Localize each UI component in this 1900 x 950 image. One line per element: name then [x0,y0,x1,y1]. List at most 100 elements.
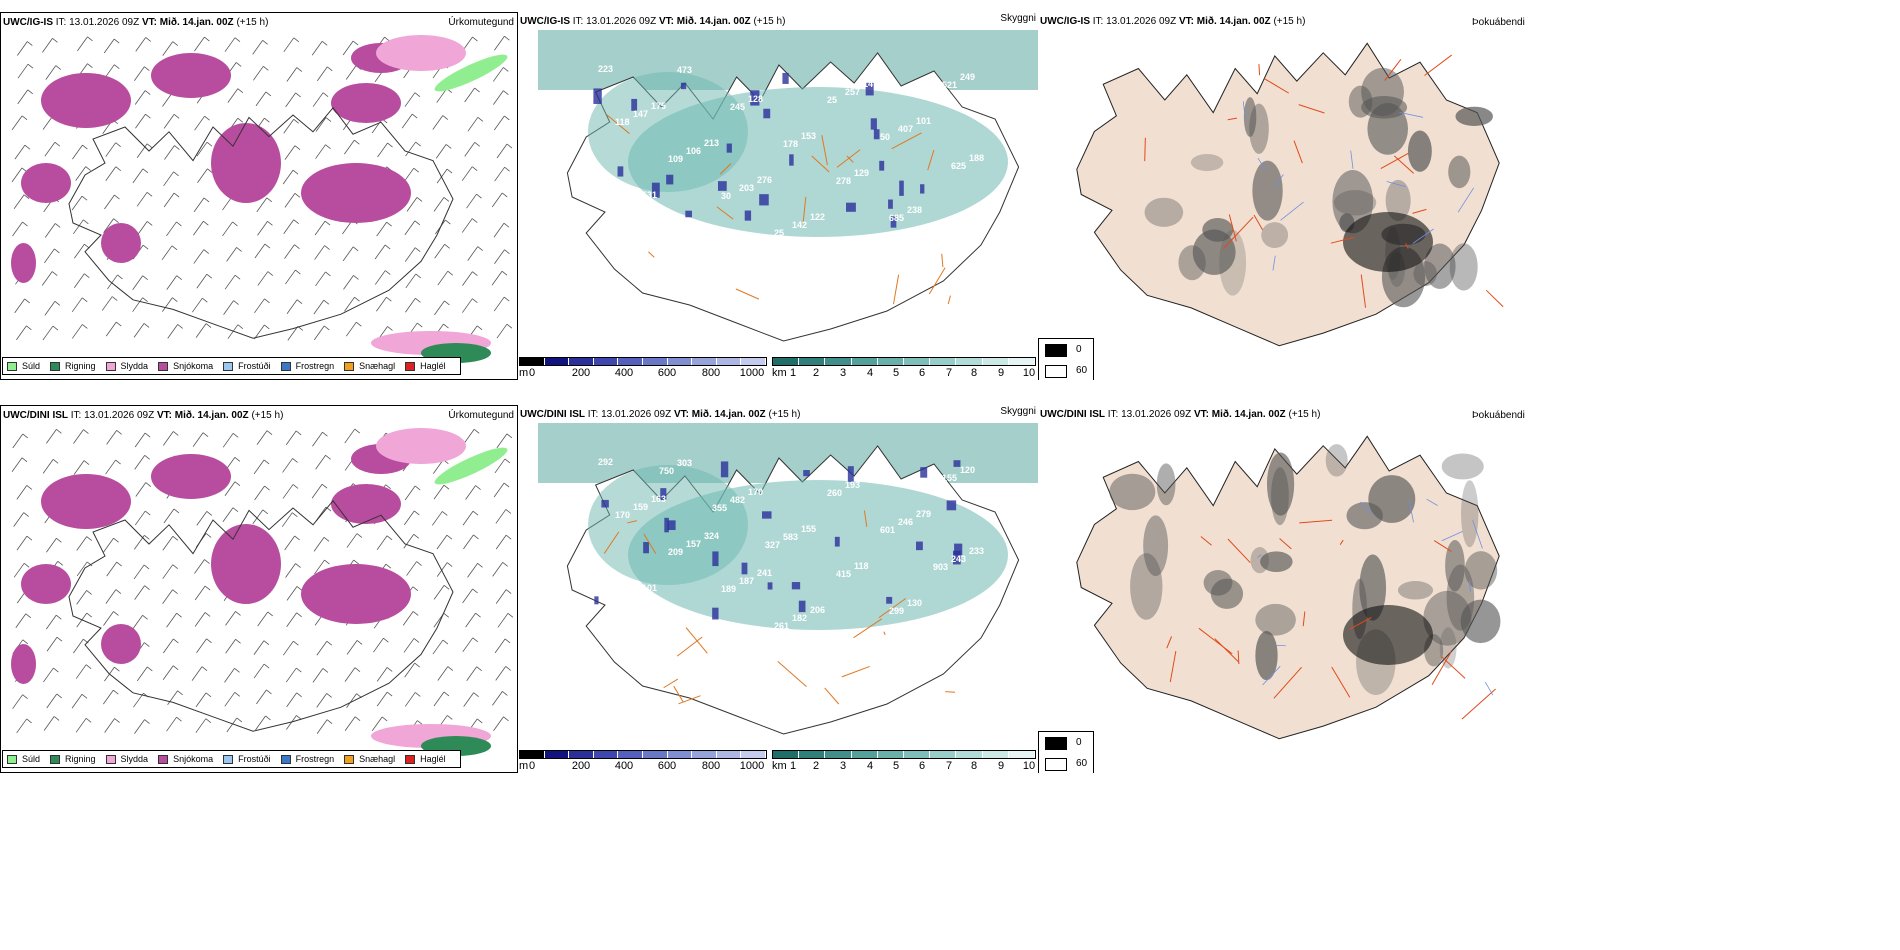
wind-barb [162,536,174,551]
snow-depth-cell [920,467,928,478]
road-line [1330,236,1355,244]
fog-patch [1325,444,1348,477]
wind-barb-flag [445,219,451,225]
wind-barb-flag [171,245,178,251]
wind-barb [11,167,23,183]
it-value: 13.01.2026 09Z [1121,409,1192,420]
wind-barb-flag [115,589,122,594]
wind-barb [105,166,117,181]
wind-barb [464,87,475,103]
road-line [1424,54,1452,76]
wind-barb-flag [292,458,298,463]
wind-barb-flag [354,716,361,722]
wind-barb-flag [415,297,421,303]
wind-barb [166,221,177,237]
road-line [1273,666,1303,699]
road-line [811,155,830,173]
wind-barb-flag [145,113,151,119]
wind-barb-flag [22,639,29,645]
snow-area [41,73,131,128]
wind-barb-flag [234,274,241,280]
legend-item: Snæhagl [344,754,395,764]
wind-barb [404,220,416,236]
colorbar-tick: 400 [614,760,634,772]
wind-barb-flag [113,218,119,223]
wind-barb [42,325,54,341]
wind-barb [401,113,413,129]
snow-depth-cell [888,199,893,209]
wind-barb [167,690,178,706]
wind-barb [13,563,25,578]
wind-barb-flag [322,92,329,97]
wind-barb-flag [386,221,392,227]
wind-barb-flag [144,455,150,460]
wind-barb-flag [414,220,421,226]
river-line [1408,499,1414,523]
wind-barb [252,40,263,55]
snow-depth-label: 147 [863,79,878,89]
legend-item: Frostúði [223,361,271,371]
wind-barb [12,694,23,709]
wind-barb-flag [356,640,363,645]
wind-barb-flag [444,243,450,249]
colorbar-tick: 3 [839,367,847,379]
fog-patch [1243,97,1257,137]
fog-patch [1449,243,1478,291]
wind-barb-flag [356,321,362,327]
wind-barb-flag [145,37,151,42]
wind-barb-flag [263,459,270,465]
snow-depth-label: 292 [598,457,613,467]
fog-patch [1343,212,1433,272]
visibility-map: 2231752132761221471011885315031281531292… [538,30,1038,342]
wind-barb [225,611,236,626]
wind-barb-flag [22,433,29,439]
wind-barb [312,92,324,107]
wind-barb [134,585,145,600]
wind-barb [462,510,474,526]
wind-barb [286,692,297,708]
wind-barb-flag [386,667,393,672]
legend-item: Súld [7,361,40,371]
river-line [1360,501,1373,515]
snow-depth-label: 355 [712,503,727,513]
lead-time: (+15 h) [768,409,801,420]
wind-barb [105,142,116,157]
panel-header: UWC/DINI ISL IT: 13.01.2026 09Z VT: Mið.… [520,409,800,420]
wind-barb [403,638,415,653]
snow-depth-cell [782,72,789,84]
wind-barb-flag [206,511,213,516]
snow-depth-label: 189 [721,584,736,594]
wind-barb-flag [204,612,211,617]
wind-barb-flag [146,221,153,226]
wind-barb-flag [477,116,484,122]
wind-barb [316,66,328,82]
wind-barb-flag [506,323,513,329]
fog-patch [1407,130,1432,172]
road-line [676,636,703,657]
wind-barb [315,117,327,132]
snow-depth-label: 109 [668,154,683,164]
snow-area [301,163,411,223]
wind-barb [467,246,479,261]
snow-depth-label: 521 [942,80,957,90]
wind-barb [43,716,55,731]
road-line [716,206,734,220]
fog-patch [1424,243,1456,289]
wind-barb-flag [444,300,450,306]
snow-area [301,564,411,624]
wind-barb-flag [263,65,269,71]
wind-barb [14,144,26,160]
wind-barb-flag [414,510,420,516]
wind-barb-flag [296,715,302,720]
wind-barb-flag [115,142,121,148]
wind-barb-flag [176,221,182,227]
wind-barb-flag [325,454,331,460]
fog-patch [1202,218,1234,242]
snow-depth-label: 130 [907,598,922,608]
fog-legend-label: 0 [1076,737,1082,748]
fog-patch [1255,603,1296,636]
wind-barb [466,666,477,681]
road-line [892,274,900,305]
wind-barb [371,716,383,732]
wind-barb [133,564,145,580]
